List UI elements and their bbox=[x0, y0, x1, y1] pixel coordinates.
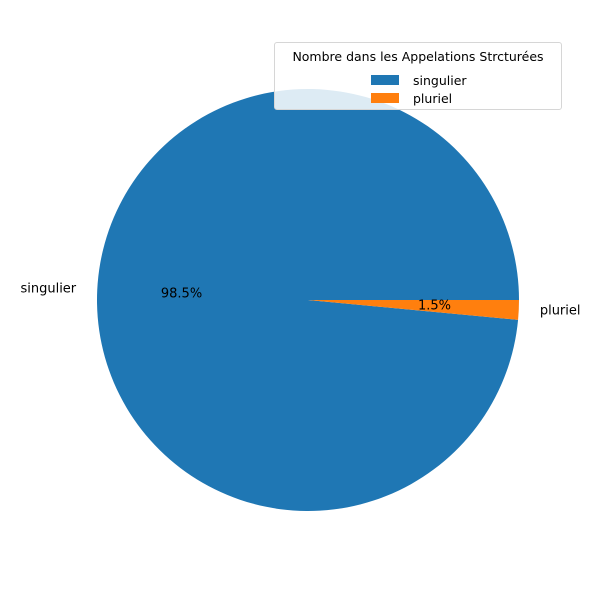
legend-label-pluriel: pluriel bbox=[413, 90, 453, 106]
pie-slice-singulier bbox=[97, 89, 519, 512]
percent-label-singulier: 98.5% bbox=[161, 287, 202, 302]
legend-swatch-singulier bbox=[371, 75, 399, 85]
pie-slice-pluriel bbox=[308, 300, 519, 320]
legend: Nombre dans les Appelations Strcturées s… bbox=[274, 42, 562, 110]
legend-swatch-pluriel bbox=[371, 93, 399, 103]
slice-label-pluriel: pluriel bbox=[540, 303, 581, 318]
legend-label-singulier: singulier bbox=[413, 72, 467, 88]
legend-item-singulier: singulier bbox=[371, 72, 467, 88]
slice-label-singulier: singulier bbox=[20, 282, 76, 297]
legend-title: Nombre dans les Appelations Strcturées bbox=[292, 49, 544, 64]
percent-label-pluriel: 1.5% bbox=[418, 298, 451, 313]
legend-item-pluriel: pluriel bbox=[371, 90, 452, 106]
